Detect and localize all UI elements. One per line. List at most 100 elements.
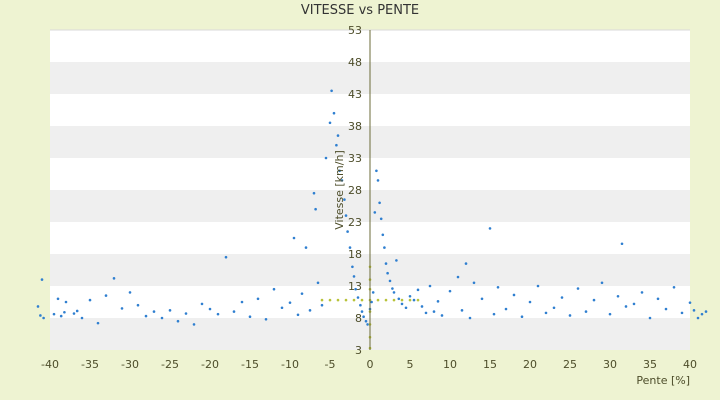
data-point	[348, 246, 352, 249]
data-point	[42, 316, 45, 320]
data-point	[608, 312, 612, 316]
data-point	[216, 312, 220, 316]
data-point	[504, 307, 508, 311]
data-point	[371, 291, 375, 294]
data-point	[388, 279, 392, 283]
data-point	[436, 300, 440, 303]
data-point	[304, 246, 308, 249]
data-point	[320, 303, 324, 307]
data-point	[616, 294, 620, 298]
data-point	[328, 121, 332, 125]
y-tick-label: 3	[355, 344, 362, 357]
data-point	[272, 287, 276, 291]
x-axis-title: Pente [%]	[636, 374, 690, 387]
data-point	[360, 298, 364, 302]
data-point	[460, 309, 464, 312]
data-point	[136, 303, 140, 307]
data-point	[383, 246, 386, 249]
data-point	[128, 291, 132, 294]
data-point	[330, 89, 333, 93]
x-tick-label: -25	[161, 358, 179, 371]
data-point	[620, 242, 624, 246]
data-point	[351, 265, 354, 269]
data-point	[600, 281, 604, 285]
data-point	[320, 298, 324, 302]
data-point	[336, 298, 340, 302]
x-tick-label: 10	[443, 358, 457, 371]
data-point	[346, 230, 349, 233]
data-point	[528, 300, 532, 304]
data-point	[232, 310, 236, 313]
data-point	[366, 323, 369, 326]
y-tick-label: 48	[348, 56, 362, 69]
data-point	[335, 143, 338, 147]
y-tick-label: 53	[348, 24, 362, 37]
data-point	[568, 314, 572, 317]
data-point	[120, 307, 124, 310]
data-point	[308, 309, 312, 312]
data-point	[352, 275, 356, 278]
data-point	[362, 315, 365, 319]
data-point	[72, 312, 76, 315]
data-point	[536, 284, 540, 288]
data-point	[36, 305, 40, 308]
data-point	[192, 323, 196, 326]
data-point	[352, 298, 356, 302]
data-point	[632, 302, 636, 306]
x-tick-label: 35	[643, 358, 657, 371]
data-point	[680, 311, 684, 315]
data-point	[448, 289, 452, 293]
x-tick-label: -30	[121, 358, 139, 371]
data-point	[336, 134, 340, 137]
data-point	[379, 217, 383, 221]
data-point	[592, 298, 596, 302]
data-point	[328, 298, 332, 302]
x-tick-label: 25	[563, 358, 577, 371]
data-point	[80, 316, 84, 320]
data-point	[384, 262, 388, 265]
data-point	[364, 319, 368, 323]
data-point	[412, 298, 416, 302]
data-point	[344, 214, 348, 217]
data-point	[356, 296, 360, 299]
data-point	[688, 301, 692, 304]
data-point	[656, 297, 660, 301]
data-point	[292, 236, 296, 240]
data-point	[312, 191, 316, 195]
data-point	[664, 307, 668, 311]
x-tick-label: -35	[81, 358, 99, 371]
data-point	[144, 314, 148, 318]
data-point	[343, 198, 346, 201]
x-tick-label: 15	[483, 358, 497, 371]
data-point	[392, 298, 396, 302]
y-axis-title: Vitesse [km/h]	[333, 150, 346, 230]
data-point	[168, 309, 172, 312]
data-point	[384, 298, 388, 302]
data-point	[338, 169, 341, 173]
data-point	[428, 284, 432, 288]
data-point	[248, 315, 252, 319]
data-point	[488, 227, 492, 230]
y-tick-label: 38	[348, 120, 362, 133]
data-point	[392, 291, 396, 294]
x-tick-label: 40	[683, 358, 697, 371]
x-tick-label: -5	[325, 358, 336, 371]
data-point	[112, 277, 116, 280]
y-tick-label: 43	[348, 88, 362, 101]
data-point	[492, 312, 496, 316]
data-point	[381, 233, 385, 237]
data-point	[39, 314, 42, 317]
data-point	[376, 298, 380, 302]
data-point	[280, 306, 284, 310]
x-tick-label: -40	[41, 358, 59, 371]
data-point	[696, 316, 700, 320]
data-point	[359, 303, 362, 307]
data-point	[324, 156, 328, 160]
y-tick-label: 23	[348, 216, 362, 229]
data-point	[316, 281, 320, 285]
x-tick-label: 30	[603, 358, 617, 371]
data-point	[56, 297, 60, 301]
data-point	[408, 298, 412, 302]
